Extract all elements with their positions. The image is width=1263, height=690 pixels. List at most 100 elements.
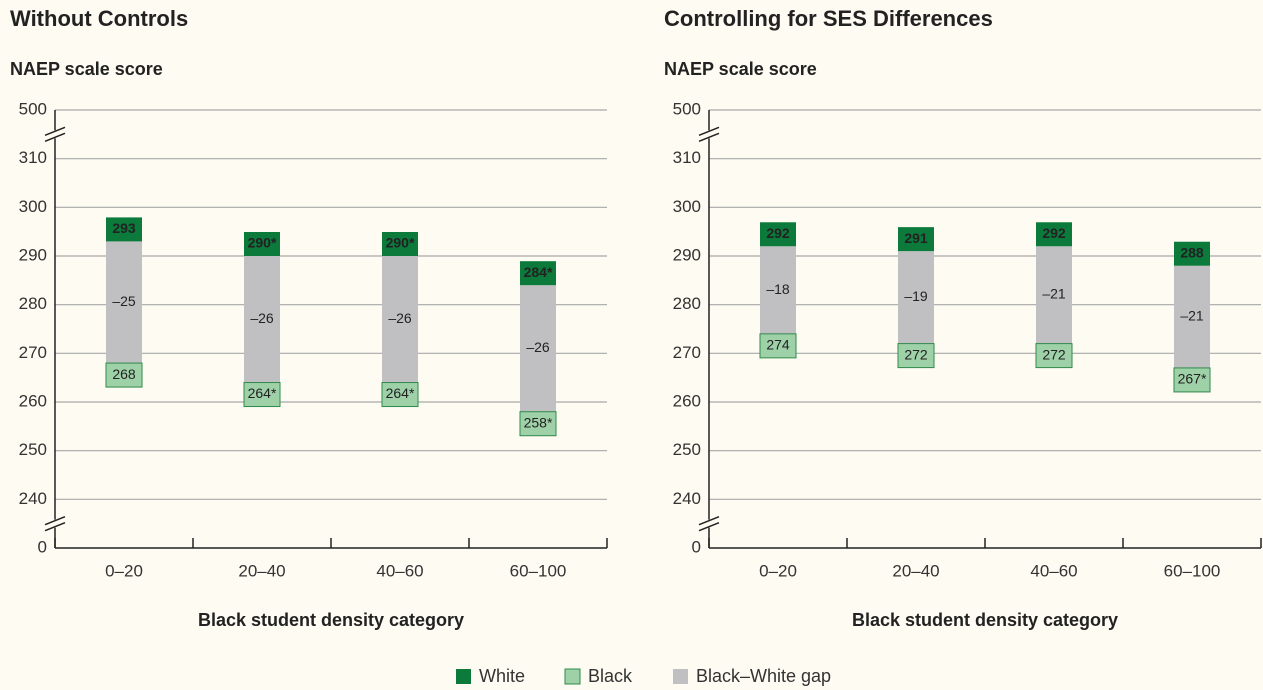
gap-label: –26 bbox=[250, 310, 274, 326]
x-tick-label: 0–20 bbox=[759, 561, 797, 580]
black-box bbox=[1035, 343, 1073, 369]
y-axis-label: NAEP scale score bbox=[10, 59, 163, 79]
gap-label: –19 bbox=[904, 288, 928, 304]
black-label: 268 bbox=[112, 366, 136, 382]
gap-label: –21 bbox=[1180, 308, 1204, 324]
axis-break bbox=[698, 132, 720, 143]
y-tick-label: 250 bbox=[19, 440, 47, 459]
y-tick-label: 500 bbox=[673, 99, 701, 118]
gap-bar bbox=[898, 251, 934, 344]
y-tick-label: 270 bbox=[673, 343, 701, 362]
gap-bar bbox=[244, 256, 280, 383]
black-box bbox=[1173, 367, 1211, 393]
gap-label: –26 bbox=[526, 339, 550, 355]
legend-swatch bbox=[673, 669, 688, 684]
chart-title: Controlling for SES Differences bbox=[664, 6, 993, 31]
gap-bar bbox=[520, 285, 556, 412]
black-label: 264* bbox=[248, 385, 277, 401]
axis-break-gap bbox=[697, 519, 721, 528]
white-label: 292 bbox=[1042, 225, 1066, 241]
y-tick-label: 280 bbox=[673, 294, 701, 313]
legend-label: White bbox=[479, 666, 525, 686]
axis-break bbox=[698, 515, 720, 526]
black-box bbox=[897, 343, 935, 369]
gap-label: –21 bbox=[1042, 286, 1066, 302]
y-tick-label: 310 bbox=[19, 148, 47, 167]
y-tick-label: 260 bbox=[673, 391, 701, 410]
axis-break-gap bbox=[697, 130, 721, 139]
gap-bar bbox=[382, 256, 418, 383]
black-box bbox=[105, 362, 143, 388]
axis-break bbox=[698, 521, 720, 532]
legend-swatch bbox=[564, 668, 581, 685]
white-box bbox=[106, 217, 142, 242]
gap-label: –25 bbox=[112, 293, 136, 309]
y-tick-label: 270 bbox=[19, 343, 47, 362]
x-tick-label: 60–100 bbox=[1164, 561, 1221, 580]
white-box bbox=[760, 222, 796, 247]
legend-label: Black–White gap bbox=[696, 666, 831, 686]
axis-break bbox=[44, 126, 66, 137]
white-box bbox=[898, 227, 934, 252]
white-label: 288 bbox=[1180, 244, 1204, 260]
white-label: 290* bbox=[386, 235, 415, 251]
white-label: 292 bbox=[766, 225, 790, 241]
x-axis-label: Black student density category bbox=[852, 610, 1118, 630]
white-box bbox=[244, 232, 280, 256]
x-tick-label: 40–60 bbox=[1030, 561, 1077, 580]
black-box bbox=[243, 382, 281, 408]
black-label: 267* bbox=[1178, 371, 1207, 387]
axis-break-gap bbox=[43, 519, 67, 528]
y-tick-label: 300 bbox=[19, 197, 47, 216]
y-tick-label: 290 bbox=[19, 245, 47, 264]
y-tick-label: 290 bbox=[673, 245, 701, 264]
x-axis-label: Black student density category bbox=[198, 610, 464, 630]
y-tick-label: 0 bbox=[692, 537, 701, 556]
gap-bar bbox=[760, 246, 796, 334]
y-tick-label: 260 bbox=[19, 391, 47, 410]
white-label: 290* bbox=[248, 235, 277, 251]
y-axis-label: NAEP scale score bbox=[664, 59, 817, 79]
legend-swatch bbox=[456, 669, 471, 684]
axis-break bbox=[44, 521, 66, 532]
gap-label: –26 bbox=[388, 310, 412, 326]
axis-break bbox=[44, 132, 66, 143]
gap-bar bbox=[106, 241, 142, 364]
gap-bar bbox=[1174, 265, 1210, 368]
white-box bbox=[520, 261, 556, 286]
y-tick-label: 500 bbox=[19, 99, 47, 118]
chart-title: Without Controls bbox=[10, 6, 188, 31]
gap-bar bbox=[1036, 246, 1072, 344]
x-tick-label: 60–100 bbox=[510, 561, 567, 580]
black-label: 272 bbox=[1042, 346, 1066, 362]
axis-break bbox=[44, 515, 66, 526]
white-label: 293 bbox=[112, 220, 136, 236]
black-label: 274 bbox=[766, 337, 790, 353]
axis-break bbox=[698, 126, 720, 137]
legend-label: Black bbox=[588, 666, 633, 686]
black-label: 264* bbox=[386, 385, 415, 401]
y-tick-label: 240 bbox=[673, 489, 701, 508]
white-label: 291 bbox=[904, 230, 928, 246]
white-box bbox=[1036, 222, 1072, 247]
black-box bbox=[519, 411, 557, 437]
white-label: 284* bbox=[524, 264, 553, 280]
black-box bbox=[759, 333, 797, 359]
y-tick-label: 250 bbox=[673, 440, 701, 459]
y-tick-label: 280 bbox=[19, 294, 47, 313]
black-label: 272 bbox=[904, 346, 928, 362]
y-tick-label: 0 bbox=[38, 537, 47, 556]
x-tick-label: 0–20 bbox=[105, 561, 143, 580]
x-tick-label: 40–60 bbox=[376, 561, 423, 580]
y-tick-label: 300 bbox=[673, 197, 701, 216]
black-box bbox=[381, 382, 419, 408]
y-tick-label: 240 bbox=[19, 489, 47, 508]
x-tick-label: 20–40 bbox=[238, 561, 285, 580]
black-label: 258* bbox=[524, 414, 553, 430]
y-tick-label: 310 bbox=[673, 148, 701, 167]
white-box bbox=[1174, 241, 1210, 266]
x-tick-label: 20–40 bbox=[892, 561, 939, 580]
axis-break-gap bbox=[43, 130, 67, 139]
gap-label: –18 bbox=[766, 281, 790, 297]
